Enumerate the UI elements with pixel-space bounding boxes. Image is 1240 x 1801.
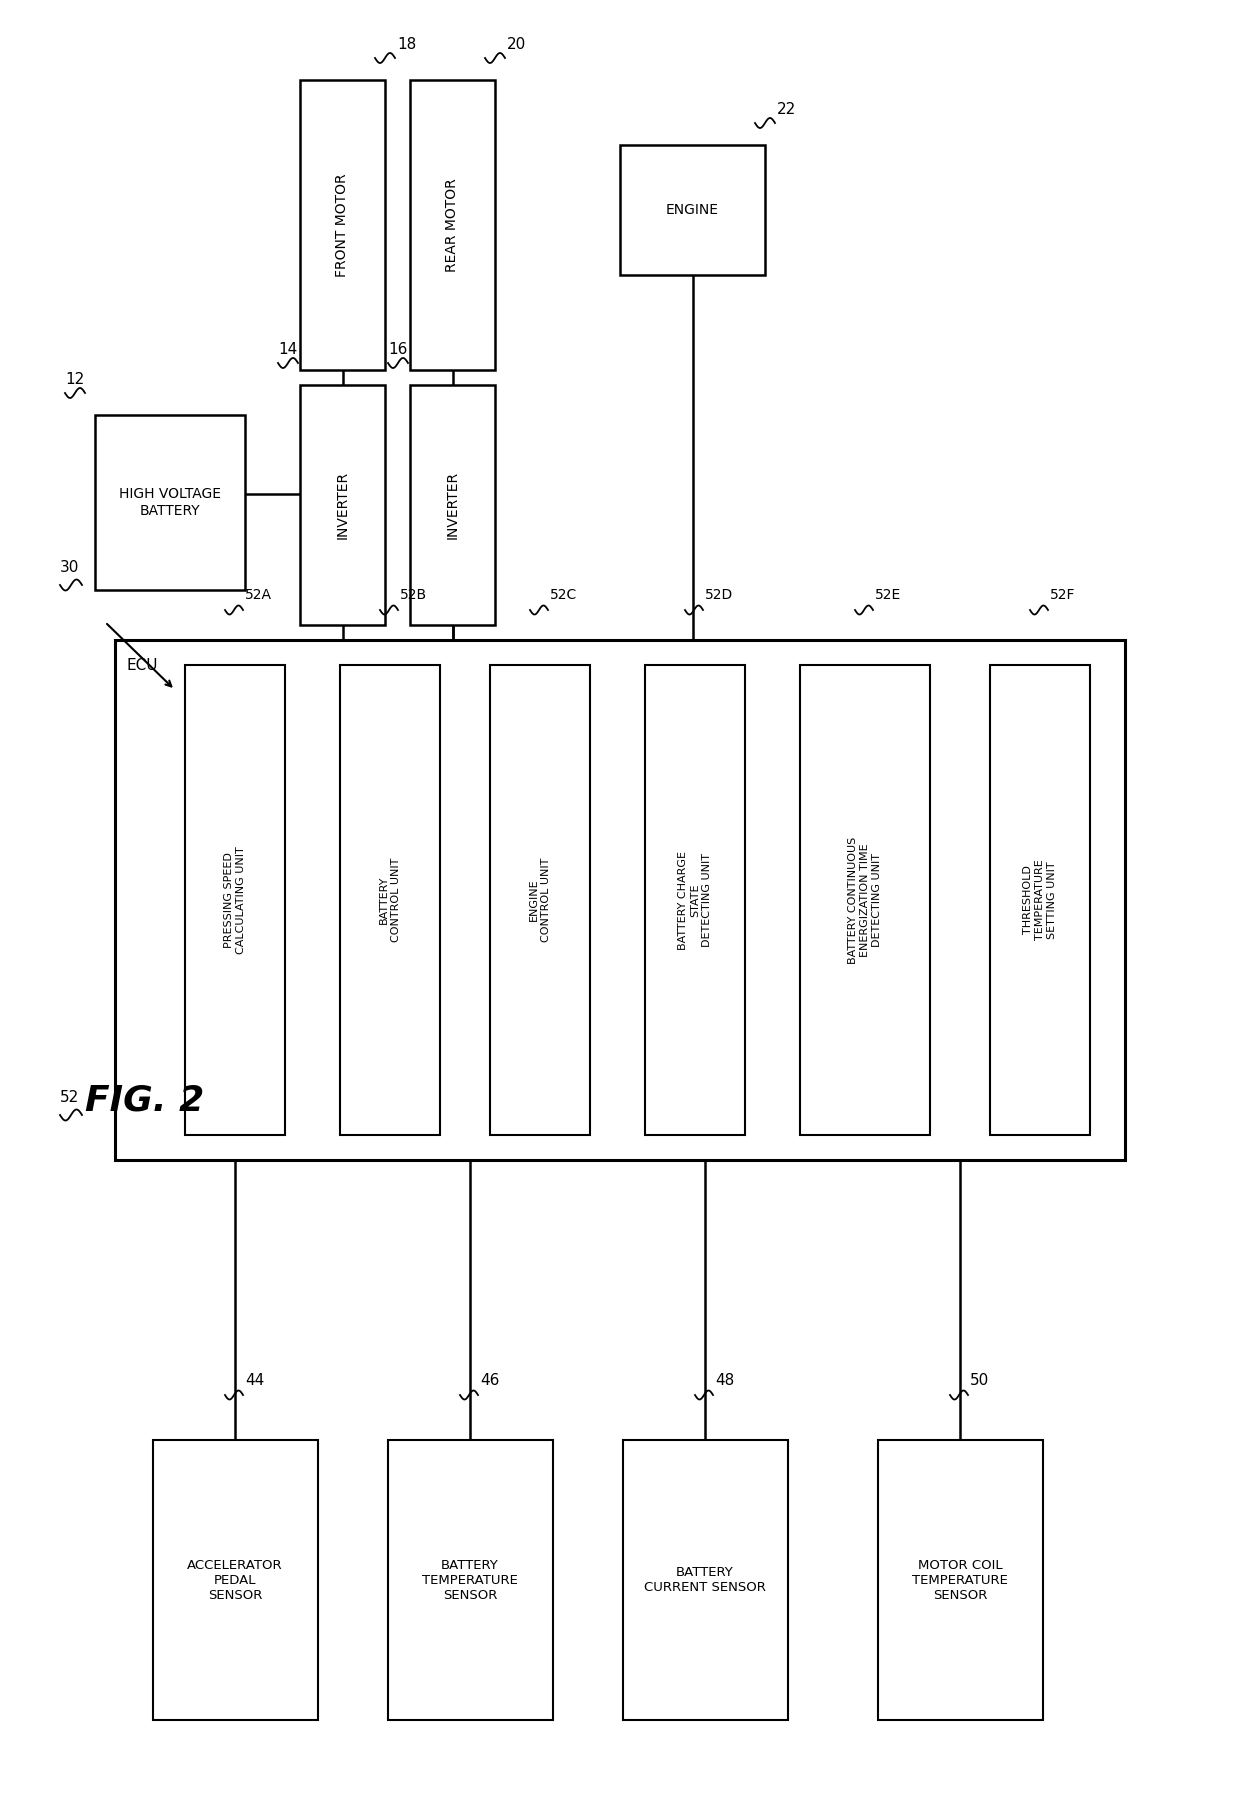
Text: 46: 46: [480, 1372, 500, 1389]
Text: ENGINE: ENGINE: [666, 204, 719, 216]
Text: 52: 52: [60, 1090, 79, 1106]
Text: 52E: 52E: [875, 587, 901, 602]
Text: 52B: 52B: [401, 587, 427, 602]
Text: 52A: 52A: [246, 587, 272, 602]
Text: REAR MOTOR: REAR MOTOR: [445, 178, 460, 272]
Text: 52F: 52F: [1050, 587, 1075, 602]
Text: 22: 22: [777, 103, 796, 117]
Text: BATTERY
CURRENT SENSOR: BATTERY CURRENT SENSOR: [644, 1567, 766, 1594]
Text: PRESSING SPEED
CALCULATING UNIT: PRESSING SPEED CALCULATING UNIT: [224, 846, 246, 955]
Text: 50: 50: [970, 1372, 990, 1389]
Text: ENGINE
CONTROL UNIT: ENGINE CONTROL UNIT: [529, 857, 551, 942]
Bar: [300, 79, 384, 369]
Bar: [990, 665, 1090, 1135]
Bar: [490, 665, 590, 1135]
Bar: [300, 385, 384, 625]
Text: INVERTER: INVERTER: [445, 470, 460, 538]
Text: 16: 16: [388, 342, 408, 357]
Bar: [878, 1441, 1043, 1720]
Text: FIG. 2: FIG. 2: [86, 1082, 205, 1117]
Bar: [645, 665, 745, 1135]
Bar: [115, 639, 1125, 1160]
Text: BATTERY
CONTROL UNIT: BATTERY CONTROL UNIT: [379, 857, 401, 942]
Text: THRESHOLD
TEMPERATURE
SETTING UNIT: THRESHOLD TEMPERATURE SETTING UNIT: [1023, 859, 1056, 940]
Bar: [410, 385, 495, 625]
Bar: [620, 146, 765, 276]
Text: BATTERY
TEMPERATURE
SENSOR: BATTERY TEMPERATURE SENSOR: [422, 1558, 518, 1601]
Bar: [410, 79, 495, 369]
Text: BATTERY CHARGE
STATE
DETECTING UNIT: BATTERY CHARGE STATE DETECTING UNIT: [678, 850, 712, 949]
Bar: [185, 665, 285, 1135]
Text: HIGH VOLTAGE
BATTERY: HIGH VOLTAGE BATTERY: [119, 488, 221, 517]
Text: 44: 44: [246, 1372, 264, 1389]
Text: 12: 12: [64, 373, 84, 387]
Text: MOTOR COIL
TEMPERATURE
SENSOR: MOTOR COIL TEMPERATURE SENSOR: [913, 1558, 1008, 1601]
Text: INVERTER: INVERTER: [336, 470, 350, 538]
Text: BATTERY CONTINUOUS
ENERGIZATION TIME
DETECTING UNIT: BATTERY CONTINUOUS ENERGIZATION TIME DET…: [848, 836, 882, 964]
Text: 20: 20: [507, 38, 526, 52]
Text: 30: 30: [60, 560, 79, 575]
Text: 48: 48: [715, 1372, 734, 1389]
Bar: [800, 665, 930, 1135]
Text: 18: 18: [397, 38, 417, 52]
Bar: [153, 1441, 317, 1720]
Text: ACCELERATOR
PEDAL
SENSOR: ACCELERATOR PEDAL SENSOR: [187, 1558, 283, 1601]
Text: FRONT MOTOR: FRONT MOTOR: [336, 173, 350, 277]
Bar: [95, 414, 246, 591]
Bar: [622, 1441, 787, 1720]
Bar: [340, 665, 440, 1135]
Text: 14: 14: [278, 342, 298, 357]
Bar: [388, 1441, 553, 1720]
Text: ECU: ECU: [126, 657, 159, 674]
Text: 52D: 52D: [706, 587, 733, 602]
Text: 52C: 52C: [551, 587, 578, 602]
